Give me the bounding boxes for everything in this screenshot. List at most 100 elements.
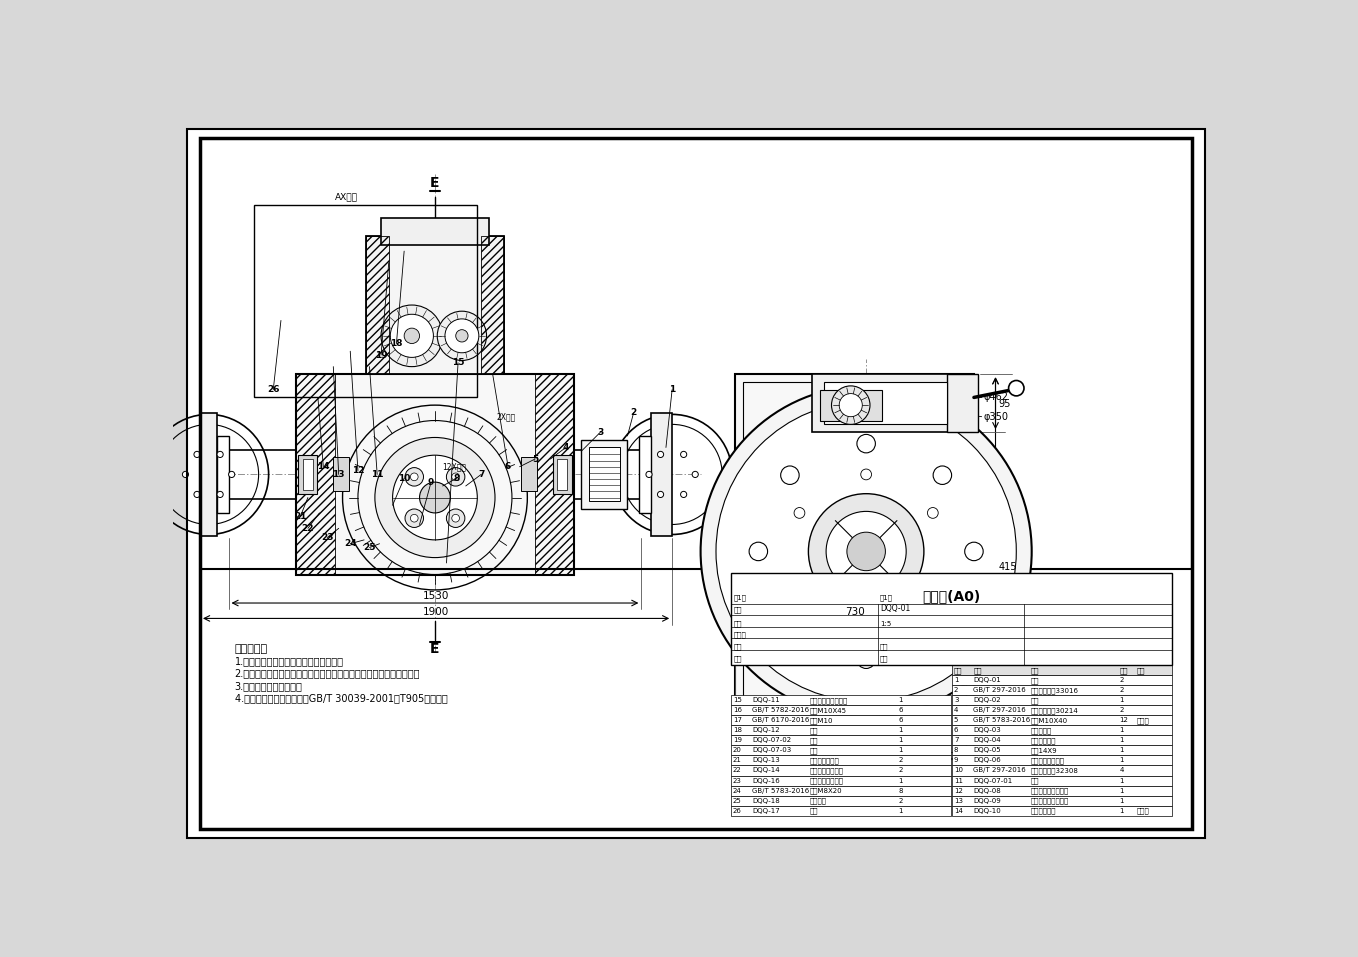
Text: 17: 17 xyxy=(733,718,741,723)
Text: 415: 415 xyxy=(998,562,1017,572)
Text: E: E xyxy=(430,175,440,189)
Circle shape xyxy=(857,434,876,453)
Text: 第1张: 第1张 xyxy=(880,595,894,602)
Text: 730: 730 xyxy=(845,607,865,617)
Text: 24: 24 xyxy=(344,539,357,548)
Text: 22: 22 xyxy=(301,523,314,533)
Text: DQQ-11: DQQ-11 xyxy=(752,698,779,703)
Text: 平键14X9: 平键14X9 xyxy=(1031,747,1058,754)
Text: DQQ-10: DQQ-10 xyxy=(974,808,1001,813)
Text: DQQ-09: DQQ-09 xyxy=(974,797,1001,804)
Text: 代号: 代号 xyxy=(974,667,982,674)
Text: 比例: 比例 xyxy=(733,620,743,627)
Text: 2: 2 xyxy=(630,409,637,417)
Text: 2: 2 xyxy=(899,797,903,804)
Bar xyxy=(535,374,573,574)
Bar xyxy=(952,746,1172,755)
Bar xyxy=(581,440,627,509)
Text: 4: 4 xyxy=(562,443,569,452)
Text: 15: 15 xyxy=(733,698,741,703)
Bar xyxy=(297,456,318,494)
Text: DQQ-07-03: DQQ-07-03 xyxy=(752,747,792,753)
Circle shape xyxy=(452,514,459,523)
Text: 圆锥滚子轴承33016: 圆锥滚子轴承33016 xyxy=(1031,687,1078,694)
Circle shape xyxy=(693,472,698,478)
Text: 26: 26 xyxy=(268,386,280,394)
Bar xyxy=(952,665,1172,676)
Text: DQQ-06: DQQ-06 xyxy=(974,758,1001,764)
Text: E: E xyxy=(430,642,440,657)
Text: 15: 15 xyxy=(452,358,464,367)
Text: DQQ-02: DQQ-02 xyxy=(974,698,1001,703)
Circle shape xyxy=(716,401,1016,701)
Text: 3: 3 xyxy=(953,698,959,703)
Circle shape xyxy=(405,328,420,344)
Text: 技术要求：: 技术要求： xyxy=(235,644,268,654)
Text: 1: 1 xyxy=(1119,797,1124,804)
Bar xyxy=(732,795,951,806)
Text: 变速器二级从动齿轮: 变速器二级从动齿轮 xyxy=(1031,788,1069,793)
Bar xyxy=(296,374,573,574)
Text: 图号: 图号 xyxy=(733,607,743,613)
Text: 2: 2 xyxy=(899,768,903,773)
Circle shape xyxy=(375,437,496,558)
Circle shape xyxy=(781,466,799,484)
Circle shape xyxy=(750,543,767,561)
Text: 圆锥滚子轴承30214: 圆锥滚子轴承30214 xyxy=(1031,707,1078,714)
Circle shape xyxy=(452,473,459,480)
Text: 垫圈: 垫圈 xyxy=(809,747,819,754)
Bar xyxy=(521,457,536,491)
Text: 16: 16 xyxy=(733,707,741,713)
Text: 电机: 电机 xyxy=(809,727,819,734)
Text: 半轴: 半轴 xyxy=(1031,678,1039,683)
Circle shape xyxy=(794,507,805,519)
Text: 铸造端盖: 铸造端盖 xyxy=(809,797,827,804)
Text: DQQ-16: DQQ-16 xyxy=(752,777,779,784)
Circle shape xyxy=(657,491,664,498)
Circle shape xyxy=(447,468,464,486)
Text: 6: 6 xyxy=(953,727,959,733)
Text: 21: 21 xyxy=(733,758,741,764)
Bar xyxy=(952,716,1172,725)
Text: 1: 1 xyxy=(1119,777,1124,784)
Text: 4: 4 xyxy=(953,707,959,713)
Text: DQQ-03: DQQ-03 xyxy=(974,727,1001,733)
Text: 1: 1 xyxy=(899,777,903,784)
Text: 主减速器从动齿轮: 主减速器从动齿轮 xyxy=(809,777,843,784)
Text: 1: 1 xyxy=(1119,808,1124,813)
Circle shape xyxy=(808,494,923,610)
Bar xyxy=(824,382,947,424)
Text: 95: 95 xyxy=(998,398,1010,409)
Text: 5: 5 xyxy=(532,455,538,463)
Text: 14: 14 xyxy=(953,808,963,813)
Bar xyxy=(333,457,349,491)
Text: 9: 9 xyxy=(953,758,959,764)
Text: 1: 1 xyxy=(1119,738,1124,744)
Bar xyxy=(952,775,1172,786)
Bar xyxy=(589,448,619,501)
Text: DQQ-07-01: DQQ-07-01 xyxy=(974,777,1013,784)
Text: 13: 13 xyxy=(953,797,963,804)
Text: 螺栓M10X45: 螺栓M10X45 xyxy=(809,707,847,714)
Text: 25: 25 xyxy=(733,797,741,804)
Text: 1: 1 xyxy=(1119,747,1124,753)
Circle shape xyxy=(933,466,952,484)
Circle shape xyxy=(420,482,451,513)
Text: 12: 12 xyxy=(352,466,364,475)
Bar xyxy=(732,746,951,755)
Text: 2X倒角: 2X倒角 xyxy=(497,412,516,421)
Bar xyxy=(217,436,228,513)
Bar xyxy=(952,795,1172,806)
Text: 3.各结合面无渗漏现象。: 3.各结合面无渗漏现象。 xyxy=(235,680,303,691)
Text: 变速器一二级中间轴: 变速器一二级中间轴 xyxy=(1031,797,1069,804)
Bar xyxy=(952,736,1172,746)
Text: φ350: φ350 xyxy=(983,412,1008,422)
Circle shape xyxy=(831,386,870,424)
Circle shape xyxy=(194,452,200,457)
Text: 1: 1 xyxy=(1119,788,1124,793)
Text: 2: 2 xyxy=(899,758,903,764)
Bar xyxy=(732,766,951,775)
Text: DQQ-12: DQQ-12 xyxy=(752,727,779,733)
Text: 1.用手转动由轴，应灵活、无阻滞现象。: 1.用手转动由轴，应灵活、无阻滞现象。 xyxy=(235,657,344,666)
Text: 2: 2 xyxy=(1119,707,1124,713)
